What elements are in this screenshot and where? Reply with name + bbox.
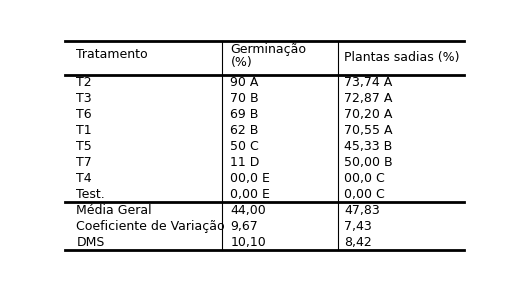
Text: 0,00 E: 0,00 E (231, 188, 270, 201)
Text: 50,00 B: 50,00 B (345, 156, 393, 169)
Text: DMS: DMS (76, 236, 105, 249)
Text: 9,67: 9,67 (231, 220, 258, 233)
Text: Germinação: Germinação (231, 43, 307, 56)
Text: T3: T3 (76, 92, 92, 105)
Text: (%): (%) (231, 56, 252, 69)
Text: 69 B: 69 B (231, 108, 259, 121)
Text: T6: T6 (76, 108, 92, 121)
Text: T2: T2 (76, 76, 92, 89)
Text: 47,83: 47,83 (345, 204, 380, 217)
Text: 7,43: 7,43 (345, 220, 372, 233)
Text: 0,00 C: 0,00 C (345, 188, 385, 201)
Text: 50 C: 50 C (231, 140, 259, 153)
Text: 11 D: 11 D (231, 156, 260, 169)
Text: 10,10: 10,10 (231, 236, 266, 249)
Text: 8,42: 8,42 (345, 236, 372, 249)
Text: Média Geral: Média Geral (76, 204, 152, 217)
Text: Coeficiente de Variação: Coeficiente de Variação (76, 220, 225, 233)
Text: 00,0 C: 00,0 C (345, 172, 385, 185)
Text: 45,33 B: 45,33 B (345, 140, 393, 153)
Text: 70 B: 70 B (231, 92, 259, 105)
Text: Plantas sadias (%): Plantas sadias (%) (345, 51, 460, 64)
Text: Tratamento: Tratamento (76, 48, 148, 61)
Text: 72,87 A: 72,87 A (345, 92, 393, 105)
Text: 73,74 A: 73,74 A (345, 76, 393, 89)
Text: T4: T4 (76, 172, 92, 185)
Text: Test.: Test. (76, 188, 105, 201)
Text: 62 B: 62 B (231, 124, 259, 137)
Text: T7: T7 (76, 156, 92, 169)
Text: T1: T1 (76, 124, 92, 137)
Text: 90 A: 90 A (231, 76, 259, 89)
Text: 70,55 A: 70,55 A (345, 124, 393, 137)
Text: 00,0 E: 00,0 E (231, 172, 270, 185)
Text: T5: T5 (76, 140, 92, 153)
Text: 44,00: 44,00 (231, 204, 266, 217)
Text: 70,20 A: 70,20 A (345, 108, 393, 121)
